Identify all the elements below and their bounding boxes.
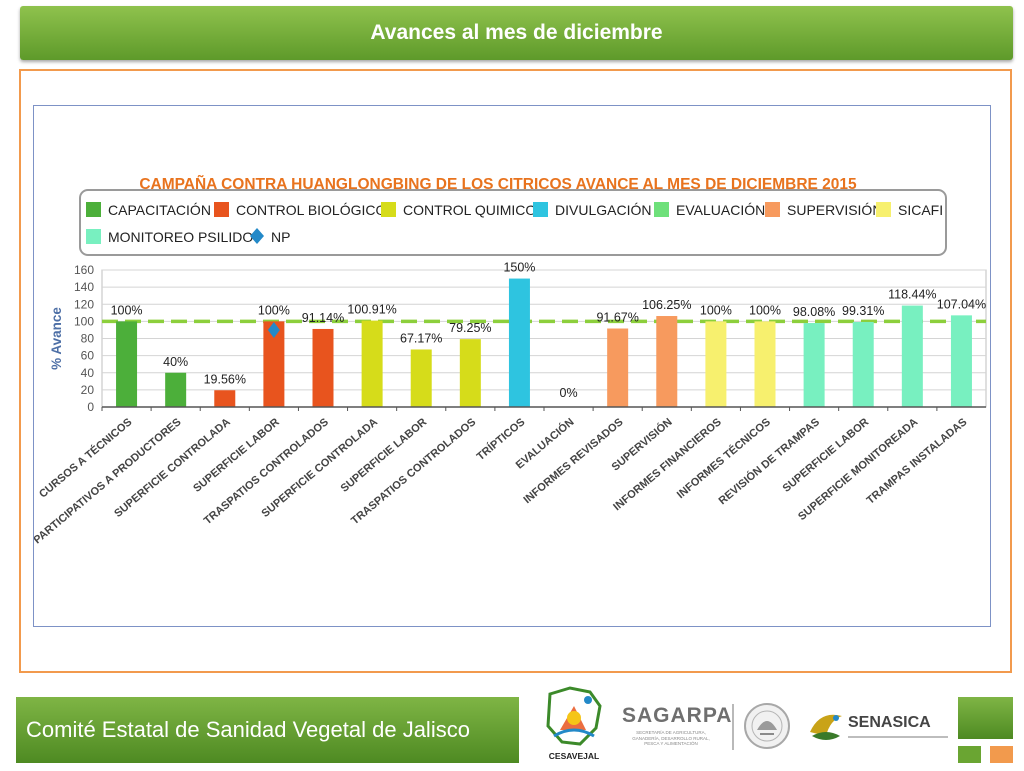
data-label-11: 106.25% — [642, 298, 691, 312]
data-label-0: 100% — [111, 303, 143, 317]
legend-label-3: DIVULGACIÓN — [555, 202, 651, 218]
bar-8 — [508, 278, 530, 407]
x-category-label-14: REVISIÓN DE TRAMPAS — [716, 415, 822, 507]
bar-7 — [459, 339, 481, 407]
legend-label-4: EVALUACIÓN — [676, 202, 765, 218]
bar-0 — [116, 321, 138, 407]
legend-swatch-0 — [86, 202, 101, 217]
sagarpa-divider — [732, 704, 734, 750]
chart-container: CAMPAÑA CONTRA HUANGLONGBING DE LOS CITR… — [33, 105, 991, 627]
y-tick-label-7: 140 — [74, 280, 94, 294]
bar-11 — [656, 316, 678, 407]
bar-5 — [361, 320, 383, 407]
data-label-13: 100% — [749, 303, 781, 317]
decorative-square-orange — [990, 746, 1013, 763]
bar-6 — [410, 349, 432, 407]
cesavejal-logo: CESAVEJAL — [540, 684, 608, 766]
y-tick-label-8: 160 — [74, 263, 94, 277]
y-tick-label-4: 80 — [81, 332, 95, 346]
legend-swatch-6 — [876, 202, 891, 217]
data-label-12: 100% — [700, 303, 732, 317]
legend-swatch-7 — [86, 229, 101, 244]
legend-marker-np — [250, 228, 264, 244]
x-category-label-3: SUPERFICIE LABOR — [191, 416, 282, 495]
bar-13 — [754, 321, 776, 407]
data-label-1: 40% — [163, 355, 188, 369]
legend-swatch-5 — [765, 202, 780, 217]
chart-title: CAMPAÑA CONTRA HUANGLONGBING DE LOS CITR… — [139, 175, 857, 193]
content-frame — [19, 69, 1012, 673]
y-tick-label-0: 0 — [87, 400, 94, 414]
sagarpa-subtitle: SECRETARÍA DE AGRICULTURA, GANADERÍA, DE… — [632, 730, 710, 746]
cesavejal-emblem — [546, 686, 602, 746]
data-label-16: 118.44% — [888, 288, 936, 302]
mexico-seal — [742, 700, 792, 752]
legend-label-7: MONITOREO PSILIDO — [108, 229, 253, 245]
y-tick-label-5: 100 — [74, 314, 94, 328]
data-label-4: 91.14% — [302, 311, 344, 325]
y-tick-label-3: 60 — [81, 349, 95, 363]
legend-label-5: SUPERVISIÓN — [787, 202, 882, 218]
data-label-7: 79.25% — [449, 321, 491, 335]
legend-label-2: CONTROL QUIMICO — [403, 202, 536, 218]
data-label-17: 107.04% — [937, 297, 986, 311]
y-tick-label-1: 20 — [81, 383, 95, 397]
decorative-square-large — [958, 697, 1013, 739]
bar-16 — [901, 305, 923, 407]
bar-1 — [165, 372, 187, 407]
legend-box — [79, 189, 947, 256]
x-category-label-13: INFORMES TÉCNICOS — [674, 415, 773, 501]
page-title: Avances al mes de diciembre — [370, 21, 663, 44]
y-axis-label: % Avance — [49, 307, 64, 370]
legend-swatch-3 — [533, 202, 548, 217]
x-category-label-17: TRAMPAS INSTALADAS — [865, 416, 970, 507]
data-label-10: 91.67% — [596, 311, 638, 325]
bar-3 — [263, 321, 285, 407]
data-label-6: 67.17% — [400, 331, 442, 345]
bar-14 — [803, 323, 825, 407]
x-category-label-10: INFORMES REVISADOS — [521, 416, 625, 506]
data-label-3: 100% — [258, 303, 290, 317]
legend-label-6: SICAFI — [898, 202, 943, 218]
decorative-square-green — [958, 746, 981, 763]
legend-label-0: CAPACITACIÓN — [108, 202, 211, 218]
bar-15 — [852, 321, 874, 407]
data-label-5: 100.91% — [347, 303, 396, 317]
bar-10 — [607, 328, 629, 407]
organization-name: Comité Estatal de Sanidad Vegetal de Jal… — [26, 717, 470, 742]
legend-swatch-2 — [381, 202, 396, 217]
bar-2 — [214, 390, 236, 407]
x-category-label-8: TRÍPTICOS — [474, 415, 527, 463]
np-marker-0 — [267, 321, 280, 338]
bar-17 — [950, 315, 972, 407]
data-label-9: 0% — [560, 386, 578, 400]
bar-12 — [705, 321, 727, 407]
x-category-label-15: SUPERFICIE LABOR — [781, 416, 872, 495]
senasica-wordmark: SENASICA — [848, 714, 931, 731]
bar-4 — [312, 328, 334, 407]
senasica-emblem — [810, 714, 842, 740]
footer-bar: Comité Estatal de Sanidad Vegetal de Jal… — [16, 697, 519, 763]
y-tick-label-2: 40 — [81, 366, 95, 380]
legend-swatch-1 — [214, 202, 229, 217]
y-tick-label-6: 120 — [74, 297, 94, 311]
legend-swatch-4 — [654, 202, 669, 217]
header-bar: Avances al mes de diciembre — [20, 6, 1013, 60]
legend-label-1: CONTROL BIOLÓGICO — [236, 202, 387, 218]
data-label-2: 19.56% — [204, 372, 246, 386]
sagarpa-logo: SAGARPA SECRETARÍA DE AGRICULTURA, GANAD… — [622, 704, 734, 754]
x-category-label-6: SUPERFICIE LABOR — [339, 416, 430, 495]
data-label-14: 98.08% — [793, 305, 835, 319]
chart-svg: CAMPAÑA CONTRA HUANGLONGBING DE LOS CITR… — [34, 175, 987, 546]
data-label-8: 150% — [503, 261, 535, 275]
sagarpa-wordmark: SAGARPA — [622, 704, 733, 727]
data-label-15: 99.31% — [842, 304, 884, 318]
legend-label-8: NP — [271, 229, 290, 245]
cesavejal-label: CESAVEJAL — [548, 751, 600, 761]
senasica-subline — [848, 736, 948, 738]
senasica-logo: SENASICA — [806, 706, 954, 750]
x-category-label-0: CURSOS A TÉCNICOS — [36, 415, 134, 500]
seal-emblem — [744, 703, 790, 749]
